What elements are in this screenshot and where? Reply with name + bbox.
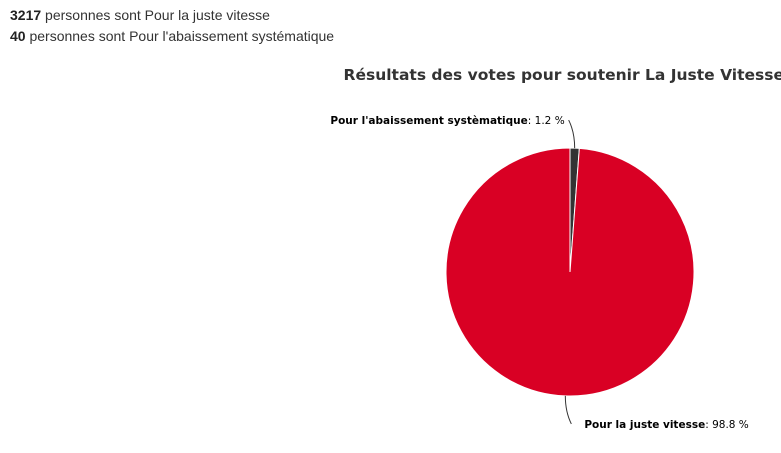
vote-counts: 3217 personnes sont Pour la juste vitess… [10,5,334,47]
pie-labels: Pour l'abaissement systèmatique: 1.2 %Po… [330,115,748,431]
count-line-abaissement: 40 personnes sont Pour l'abaissement sys… [10,26,334,47]
pie-label-value-0: : 1.2 % [528,115,565,127]
pie-connector-0 [568,119,576,149]
pie-label-0: Pour l'abaissement systèmatique: 1.2 % [330,115,564,127]
count-text-juste-vitesse: personnes sont Pour la juste vitesse [45,7,270,23]
pie-connector-1 [564,395,572,425]
pie-slice-1[interactable] [445,147,695,397]
count-abaissement: 40 [10,28,26,44]
count-juste-vitesse: 3217 [10,7,42,23]
pie-label-name-1: Pour la juste vitesse [584,419,705,431]
pie-connectors [564,119,576,425]
pie-label-1: Pour la juste vitesse: 98.8 % [584,419,748,431]
pie-label-value-1: : 98.8 % [705,419,749,431]
pie-slices [445,147,695,397]
pie-label-name-0: Pour l'abaissement systèmatique [330,115,527,127]
count-text-abaissement: personnes sont Pour l'abaissement systém… [29,28,335,44]
chart-title: Résultats des votes pour soutenir La Jus… [344,66,781,84]
count-line-juste-vitesse: 3217 personnes sont Pour la juste vitess… [10,5,334,26]
